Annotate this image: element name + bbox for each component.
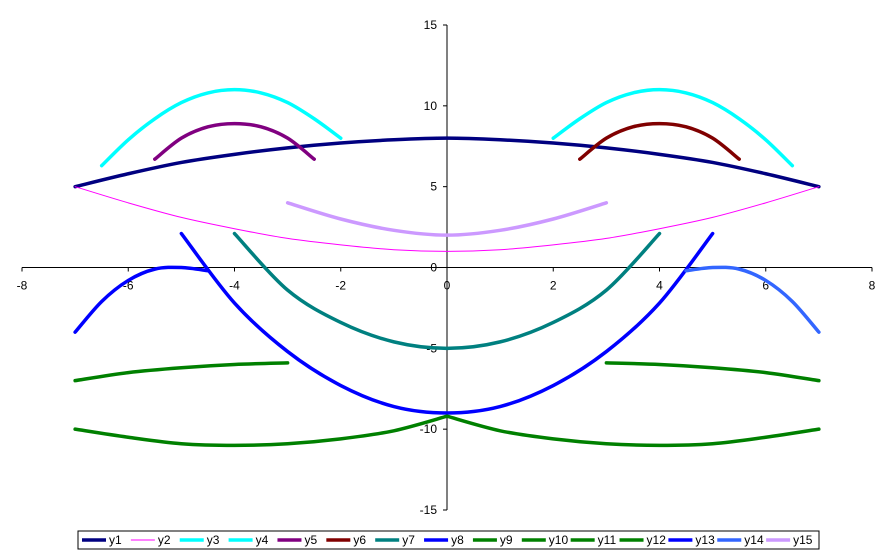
legend-label-y8: y8 — [451, 533, 464, 547]
x-tick-label: 4 — [656, 279, 663, 293]
series-line-y7 — [232, 231, 662, 351]
legend-label-y11: y11 — [598, 533, 617, 547]
series-line-y9 — [73, 361, 290, 383]
x-tick-label: -8 — [17, 279, 28, 293]
y-tick-label: 0 — [430, 261, 437, 275]
legend-label-y14: y14 — [744, 533, 764, 547]
legend-label-y6: y6 — [353, 533, 366, 547]
series-layer — [73, 87, 821, 448]
legend-label-y15: y15 — [793, 533, 813, 547]
series-line-y11 — [73, 414, 449, 448]
x-tick-label: -2 — [335, 279, 346, 293]
x-tick-label: -6 — [123, 279, 134, 293]
legend-label-y4: y4 — [256, 533, 269, 547]
legend-label-y5: y5 — [304, 533, 317, 547]
x-tick-label: 8 — [869, 279, 876, 293]
series-line-y14 — [684, 265, 821, 334]
legend-label-y3: y3 — [207, 533, 220, 547]
series-line-y8 — [179, 231, 715, 415]
y-tick-label: 10 — [424, 99, 438, 113]
legend-label-y9: y9 — [500, 533, 513, 547]
legend-label-y13: y13 — [695, 533, 715, 547]
series-line-y4 — [551, 87, 795, 168]
legend-box — [77, 530, 820, 550]
x-tick-label: -4 — [229, 279, 240, 293]
x-tick-label: 0 — [444, 279, 451, 293]
y-tick-label: -15 — [420, 503, 438, 517]
series-line-y5 — [153, 121, 316, 161]
series-line-y15 — [285, 201, 609, 237]
series-line-y10 — [604, 361, 821, 383]
y-tick-label: 5 — [430, 180, 437, 194]
series-line-y1 — [73, 136, 821, 189]
legend-label-y10: y10 — [549, 533, 569, 547]
x-tick-label: 6 — [762, 279, 769, 293]
legend-label-y7: y7 — [402, 533, 415, 547]
series-line-y12 — [445, 414, 821, 448]
legend-label-y1: y1 — [109, 533, 122, 547]
legend-label-y2: y2 — [158, 533, 171, 547]
series-line-y2 — [74, 186, 820, 252]
series-line-y6 — [578, 121, 741, 161]
x-tick-label: 2 — [550, 279, 557, 293]
y-tick-label: -10 — [420, 422, 438, 436]
series-line-y13 — [73, 265, 210, 334]
y-tick-label: 15 — [424, 18, 438, 32]
legend: y1 y2 y3 y4 y5 y6 y7 y8 y9 y10 y11 y12 y13 y14 y15 — [77, 530, 820, 550]
series-line-y3 — [99, 87, 343, 168]
legend-label-y12: y12 — [647, 533, 667, 547]
